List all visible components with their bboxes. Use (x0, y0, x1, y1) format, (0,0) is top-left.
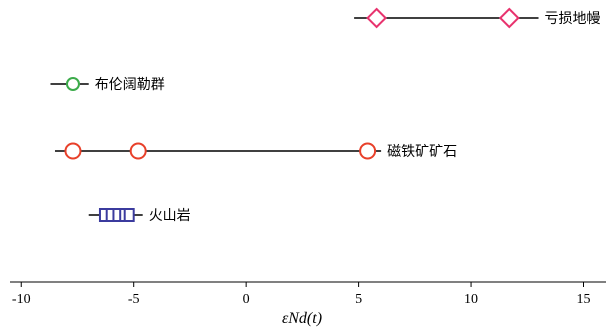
data-point-circle (64, 142, 82, 160)
x-axis-ticks: -10 -5 0 5 10 15 (12, 282, 591, 307)
x-tick-label-3: 5 (355, 292, 362, 307)
series-3: 火山岩 (88, 208, 191, 224)
x-tick-label-1: -5 (128, 292, 140, 307)
data-point-circle (129, 142, 147, 160)
data-point-circle (65, 77, 80, 91)
data-point-circle (359, 142, 377, 160)
x-axis-title: εNd(t) (282, 310, 322, 327)
series-label: 布伦阔勒群 (95, 77, 165, 93)
x-tick-label-5: 15 (577, 292, 591, 307)
data-point-diamond (498, 7, 520, 29)
data-point-diamond (366, 7, 388, 29)
x-tick-label-2: 0 (243, 292, 250, 307)
series-label: 磁铁矿矿石 (387, 144, 457, 160)
series-0: 亏损地幔 (354, 7, 601, 29)
series-2: 磁铁矿矿石 (54, 142, 457, 160)
series-label: 火山岩 (149, 208, 191, 224)
series-label: 亏损地幔 (545, 11, 601, 27)
series-1: 布伦阔勒群 (50, 77, 165, 93)
x-tick-label-0: -10 (12, 292, 31, 307)
data-point-square (123, 208, 135, 222)
x-tick-label-4: 10 (464, 292, 478, 307)
